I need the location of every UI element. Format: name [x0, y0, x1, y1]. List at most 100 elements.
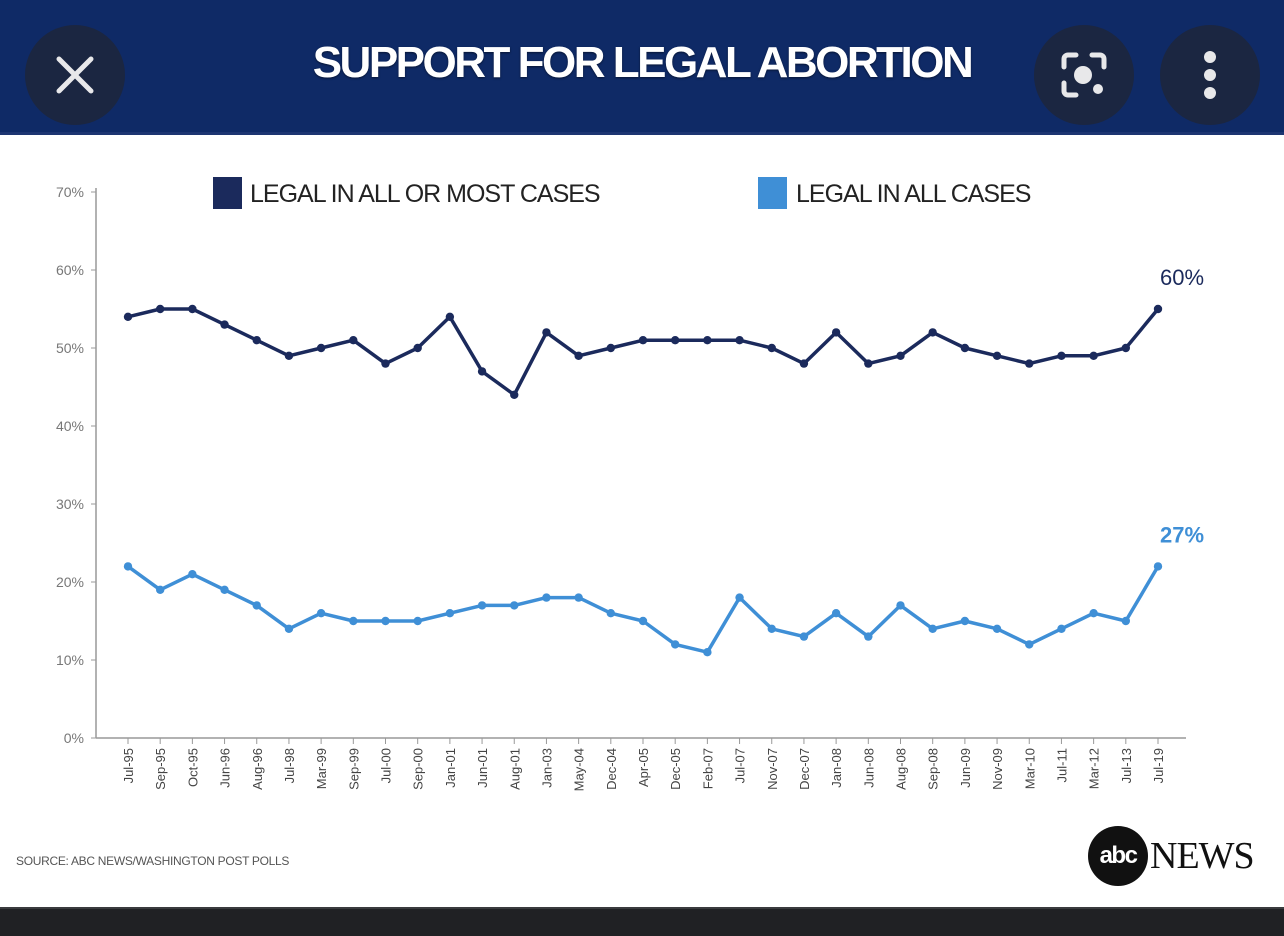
more-vertical-icon: [1204, 51, 1216, 99]
data-point: [1057, 351, 1066, 360]
data-point: [960, 616, 970, 626]
data-point: [831, 609, 841, 618]
data-point: [123, 312, 133, 321]
data-point: [606, 343, 616, 353]
y-tick-label: 40%: [56, 418, 84, 434]
y-tick-label: 0%: [64, 730, 84, 746]
x-tick-label: Aug-08: [894, 748, 909, 790]
data-point: [123, 562, 133, 571]
data-point: [381, 616, 390, 626]
data-point: [188, 570, 197, 579]
series-layer: 60% 27%: [123, 265, 1204, 657]
x-tick-label: Mar-10: [1022, 748, 1037, 789]
data-point: [413, 343, 422, 353]
y-tick-label: 60%: [56, 262, 84, 278]
x-tick-label: Sep-99: [346, 748, 361, 790]
x-tick-label: Jan-03: [539, 748, 554, 788]
google-lens-icon: [1061, 52, 1107, 98]
google-lens-button[interactable]: [1034, 25, 1134, 125]
data-point: [413, 616, 422, 626]
x-tick-label: May-04: [572, 748, 587, 791]
data-point: [606, 609, 616, 618]
abc-logo-circle: abc: [1088, 826, 1148, 886]
x-tick-label: Jul-13: [1119, 748, 1134, 783]
data-point: [638, 616, 648, 626]
data-point: [1121, 616, 1131, 626]
header-bar: SUPPORT FOR LEGAL ABORTION: [0, 0, 1284, 135]
x-tick-label: Jun-96: [218, 748, 233, 788]
close-icon: [56, 56, 94, 94]
data-point: [477, 367, 487, 376]
axes: 0% 10% 20% 30% 40% 50% 60% 70% Jul-95 Sep-95 Oct-9…: [56, 184, 1186, 791]
data-point: [703, 336, 712, 345]
data-point: [767, 343, 776, 353]
x-tick-label: Aug-96: [250, 748, 265, 790]
x-tick-label: Jul-98: [282, 748, 297, 783]
y-tick-label: 20%: [56, 574, 84, 590]
more-options-button[interactable]: [1160, 25, 1260, 125]
chart-area: LEGAL IN ALL OR MOST CASES LEGAL IN ALL …: [0, 135, 1284, 907]
data-point: [284, 624, 294, 633]
data-point: [510, 390, 519, 399]
data-point: [1025, 359, 1034, 368]
x-tick-label: Jul-11: [1054, 748, 1069, 782]
news-wordmark: NEWS: [1150, 835, 1255, 877]
data-point: [735, 336, 744, 345]
x-tick-label: Jan-08: [829, 748, 844, 788]
data-point: [188, 304, 197, 314]
data-point: [155, 585, 165, 594]
data-point: [574, 593, 583, 602]
legend: LEGAL IN ALL OR MOST CASES LEGAL IN ALL …: [213, 177, 1032, 209]
data-point: [381, 359, 390, 368]
legend-label-all-or-most: LEGAL IN ALL OR MOST CASES: [250, 180, 600, 208]
x-tick-label: Apr-05: [636, 748, 651, 787]
data-point: [510, 601, 519, 610]
data-point: [220, 320, 229, 329]
y-tick-label: 30%: [56, 496, 84, 512]
x-tick-label: Jul-19: [1151, 748, 1166, 783]
data-point: [1057, 624, 1066, 633]
end-value-label: 27%: [1160, 522, 1204, 547]
x-tick-label: Sep-95: [153, 748, 168, 790]
data-point: [896, 601, 905, 610]
close-button[interactable]: [25, 25, 125, 125]
data-point: [799, 359, 809, 368]
data-point: [1153, 304, 1163, 314]
data-point: [638, 336, 648, 345]
data-point: [284, 351, 294, 360]
x-tick-label: Sep-08: [926, 748, 941, 790]
data-point: [252, 336, 261, 345]
data-point: [155, 304, 165, 314]
x-tick-label: Aug-01: [507, 748, 522, 790]
data-point: [735, 593, 744, 602]
x-tick-label: Dec-05: [668, 748, 683, 790]
data-point: [316, 609, 326, 618]
x-tick-label: Nov-07: [765, 748, 780, 790]
x-tick-label: Feb-07: [700, 748, 715, 789]
data-point: [767, 624, 776, 633]
x-tick-label: Mar-99: [314, 748, 329, 789]
data-point: [445, 312, 455, 321]
data-point: [864, 359, 873, 368]
x-tick-label: Mar-12: [1087, 748, 1102, 789]
data-point: [799, 632, 809, 641]
x-tick-label: Jan-01: [443, 748, 458, 788]
data-point: [864, 632, 873, 641]
data-point: [703, 648, 712, 657]
data-point: [252, 601, 261, 610]
y-tick-label: 10%: [56, 652, 84, 668]
data-point: [670, 640, 680, 649]
line-chart: LEGAL IN ALL OR MOST CASES LEGAL IN ALL …: [56, 177, 1204, 791]
end-value-label: 60%: [1160, 265, 1204, 290]
legend-swatch-all-or-most: [213, 177, 242, 209]
data-point: [445, 609, 455, 618]
y-tick-label: 50%: [56, 340, 84, 356]
x-tick-label: Jun-09: [958, 748, 973, 788]
data-point: [1089, 351, 1098, 360]
y-tick-label: 70%: [56, 184, 84, 200]
x-tick-label: Jul-95: [121, 748, 136, 783]
data-point: [896, 351, 905, 360]
data-point: [477, 601, 487, 610]
x-tick-label: Oct-95: [185, 748, 200, 787]
x-tick-label: Jun-01: [475, 748, 490, 788]
